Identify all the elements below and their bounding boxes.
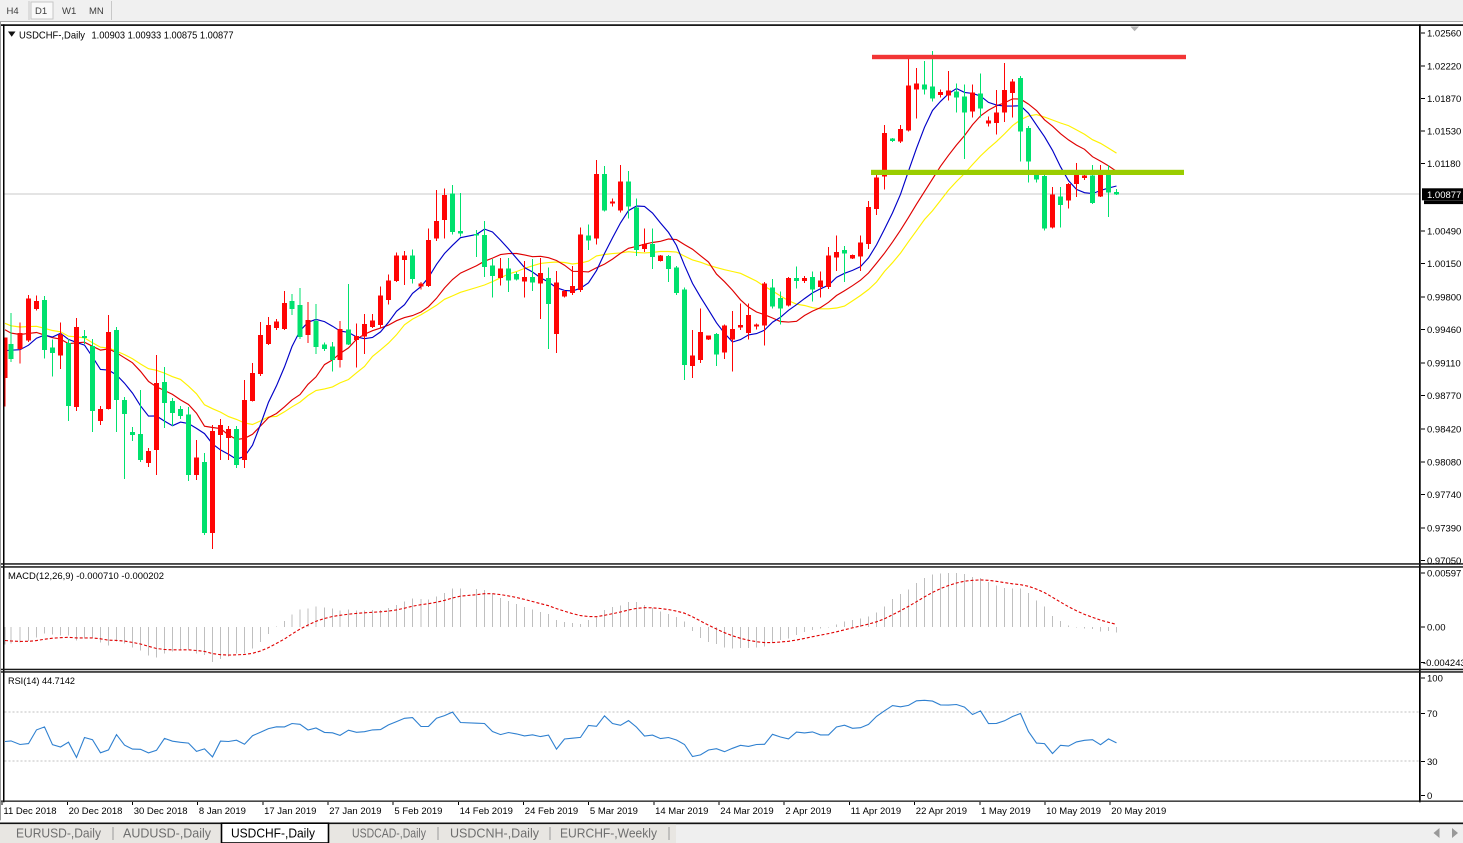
svg-text:EURCHF-,Weekly: EURCHF-,Weekly bbox=[560, 827, 658, 841]
svg-text:10 May 2019: 10 May 2019 bbox=[1046, 806, 1101, 817]
svg-text:1.01870: 1.01870 bbox=[1427, 94, 1461, 105]
svg-text:14 Mar 2019: 14 Mar 2019 bbox=[655, 806, 708, 817]
svg-text:USDCAD-,Daily: USDCAD-,Daily bbox=[352, 827, 427, 841]
svg-text:1 May 2019: 1 May 2019 bbox=[981, 806, 1031, 817]
svg-text:0.99800: 0.99800 bbox=[1427, 292, 1461, 303]
svg-text:H4: H4 bbox=[7, 6, 19, 17]
svg-text:1.02220: 1.02220 bbox=[1427, 61, 1461, 72]
svg-text:D1: D1 bbox=[35, 6, 47, 17]
svg-text:0.97390: 0.97390 bbox=[1427, 523, 1461, 534]
svg-text:0.98420: 0.98420 bbox=[1427, 424, 1461, 435]
svg-text:8 Jan 2019: 8 Jan 2019 bbox=[199, 806, 246, 817]
svg-text:1.00877: 1.00877 bbox=[1427, 190, 1461, 201]
svg-text:5 Mar 2019: 5 Mar 2019 bbox=[590, 806, 638, 817]
svg-text:1.01180: 1.01180 bbox=[1427, 159, 1461, 170]
svg-text:USDCHF-,Daily: USDCHF-,Daily bbox=[231, 827, 316, 841]
svg-text:0.98080: 0.98080 bbox=[1427, 457, 1461, 468]
svg-text:100: 100 bbox=[1427, 673, 1443, 684]
svg-text:1.00490: 1.00490 bbox=[1427, 226, 1461, 237]
svg-text:1.00903 1.00933 1.00875 1.0087: 1.00903 1.00933 1.00875 1.00877 bbox=[92, 30, 234, 42]
svg-text:24 Mar 2019: 24 Mar 2019 bbox=[720, 806, 773, 817]
svg-text:0.97050: 0.97050 bbox=[1427, 556, 1461, 567]
svg-text:20 Dec 2018: 20 Dec 2018 bbox=[69, 806, 123, 817]
svg-text:22 Apr 2019: 22 Apr 2019 bbox=[916, 806, 967, 817]
svg-text:USDCHF-,Daily: USDCHF-,Daily bbox=[19, 30, 86, 42]
svg-text:0: 0 bbox=[1427, 791, 1432, 802]
svg-text:11 Dec 2018: 11 Dec 2018 bbox=[3, 806, 56, 817]
svg-text:70: 70 bbox=[1427, 709, 1438, 720]
svg-text:24 Feb 2019: 24 Feb 2019 bbox=[525, 806, 578, 817]
svg-text:1.01530: 1.01530 bbox=[1427, 126, 1461, 137]
svg-text:EURUSD-,Daily: EURUSD-,Daily bbox=[16, 827, 102, 841]
svg-text:0.99110: 0.99110 bbox=[1427, 358, 1461, 369]
svg-text:11 Apr 2019: 11 Apr 2019 bbox=[851, 806, 902, 817]
svg-text:30 Dec 2018: 30 Dec 2018 bbox=[134, 806, 188, 817]
svg-text:USDCNH-,Daily: USDCNH-,Daily bbox=[450, 827, 540, 841]
svg-text:0.98770: 0.98770 bbox=[1427, 391, 1461, 402]
svg-text:17 Jan 2019: 17 Jan 2019 bbox=[264, 806, 316, 817]
svg-text:20 May 2019: 20 May 2019 bbox=[1111, 806, 1166, 817]
svg-text:2 Apr 2019: 2 Apr 2019 bbox=[785, 806, 831, 817]
svg-text:0.00597: 0.00597 bbox=[1427, 568, 1461, 579]
svg-text:1.00150: 1.00150 bbox=[1427, 259, 1461, 270]
svg-text:30: 30 bbox=[1427, 757, 1438, 768]
svg-text:W1: W1 bbox=[62, 6, 76, 17]
svg-text:0.99460: 0.99460 bbox=[1427, 325, 1461, 336]
svg-text:MACD(12,26,9) -0.000710 -0.000: MACD(12,26,9) -0.000710 -0.000202 bbox=[8, 571, 164, 582]
svg-text:5 Feb 2019: 5 Feb 2019 bbox=[394, 806, 442, 817]
svg-text:0.97740: 0.97740 bbox=[1427, 490, 1461, 501]
svg-text:MN: MN bbox=[89, 6, 104, 17]
svg-text:AUDUSD-,Daily: AUDUSD-,Daily bbox=[123, 827, 212, 841]
svg-text:0.00: 0.00 bbox=[1427, 622, 1446, 633]
svg-text:27 Jan 2019: 27 Jan 2019 bbox=[329, 806, 381, 817]
svg-text:RSI(14) 44.7142: RSI(14) 44.7142 bbox=[8, 676, 75, 687]
svg-text:1.02560: 1.02560 bbox=[1427, 28, 1461, 39]
svg-text:14 Feb 2019: 14 Feb 2019 bbox=[460, 806, 513, 817]
svg-text:-0.004243: -0.004243 bbox=[1423, 658, 1463, 669]
